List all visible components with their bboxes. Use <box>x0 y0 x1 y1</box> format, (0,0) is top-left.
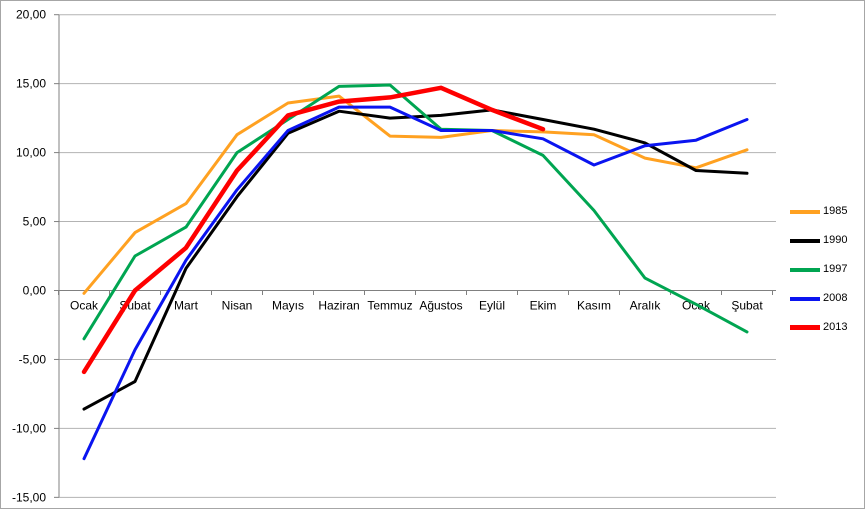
series-line-1997 <box>82 83 749 341</box>
y-axis-label: -15,00 <box>12 490 46 504</box>
x-axis-label: Ekim <box>530 299 557 313</box>
legend-line-swatch-2013 <box>790 325 820 330</box>
x-axis-label: Ağustos <box>419 299 462 313</box>
x-axis-label: Nisan <box>222 299 253 313</box>
legend-entry-2008[interactable]: 2008 <box>790 284 860 313</box>
y-axis-label: 0,00 <box>23 284 47 298</box>
legend-label: 1997 <box>823 263 848 275</box>
x-axis-label: Eylül <box>479 299 505 313</box>
legend-entry-1990[interactable]: 1990 <box>790 226 860 255</box>
legend-label: 1990 <box>823 234 848 246</box>
y-axis-label: 5,00 <box>23 215 47 229</box>
x-axis-label: Şubat <box>731 299 763 313</box>
y-axis-label: 10,00 <box>16 146 46 160</box>
legend-entry-1997[interactable]: 1997 <box>790 255 860 284</box>
y-axis-label: 20,00 <box>16 8 46 22</box>
y-axis-label: 15,00 <box>16 77 46 91</box>
legend-entry-1985[interactable]: 1985 <box>790 197 860 226</box>
series-line-1990 <box>82 108 749 411</box>
series-line-2013 <box>81 85 546 375</box>
y-axis-label: -10,00 <box>12 421 46 435</box>
series-line-2008 <box>82 105 749 461</box>
legend-label: 2013 <box>823 321 848 333</box>
x-axis-label: Haziran <box>318 299 359 313</box>
legend-entry-2013[interactable]: 2013 <box>790 313 860 342</box>
x-axis-label: Aralık <box>630 299 662 313</box>
legend-label: 2008 <box>823 292 848 304</box>
legend-label: 1985 <box>823 205 848 217</box>
x-axis-label: Kasım <box>577 299 611 313</box>
legend-line-swatch-2008 <box>790 296 820 301</box>
x-axis-label: Mayıs <box>272 299 304 313</box>
series-line-1985 <box>82 94 749 295</box>
legend-line-swatch-1997 <box>790 267 820 272</box>
y-axis-label: -5,00 <box>19 352 47 366</box>
chart-legend: 1985 1990 1997 2008 2013 <box>790 197 860 342</box>
legend-line-swatch-1985 <box>790 209 820 214</box>
x-axis-label: Ocak <box>70 299 99 313</box>
x-axis-label: Temmuz <box>367 299 412 313</box>
legend-line-swatch-1990 <box>790 238 820 243</box>
x-axis-label: Mart <box>174 299 199 313</box>
